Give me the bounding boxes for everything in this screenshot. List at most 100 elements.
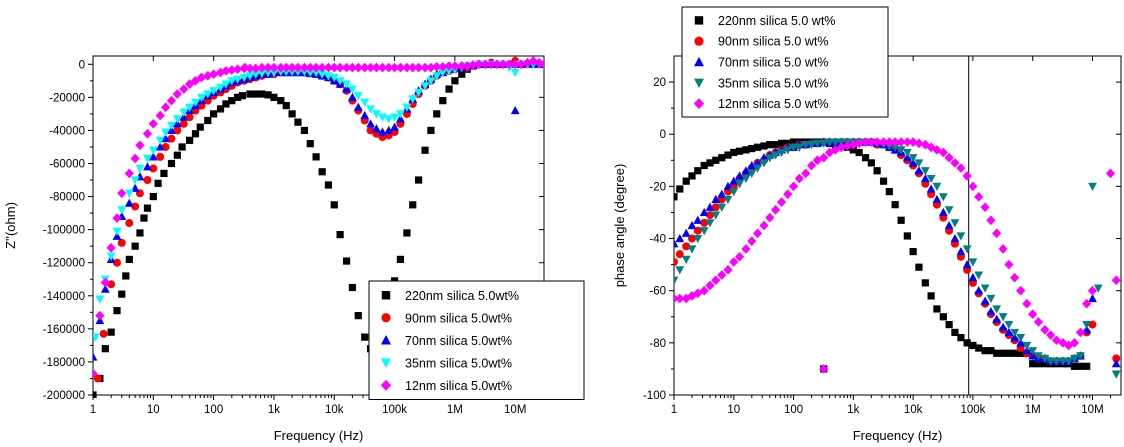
data-point	[140, 214, 148, 222]
data-point	[998, 313, 1008, 322]
data-point	[771, 141, 780, 149]
plot-frame	[673, 55, 1122, 396]
data-point	[765, 212, 775, 223]
data-point	[1022, 346, 1032, 355]
data-point	[1075, 327, 1086, 338]
data-point	[675, 250, 684, 259]
data-point	[956, 163, 966, 173]
data-point	[293, 62, 303, 73]
data-point	[878, 137, 889, 147]
data-point	[1040, 325, 1050, 335]
data-point	[705, 280, 715, 291]
data-point	[426, 77, 436, 86]
data-point	[117, 206, 127, 215]
data-point	[938, 207, 948, 217]
data-point	[221, 80, 231, 89]
data-point	[742, 146, 750, 154]
data-point	[676, 185, 684, 193]
data-point	[173, 126, 182, 135]
data-point	[118, 290, 126, 298]
data-point	[300, 126, 309, 135]
data-point	[335, 77, 345, 86]
data-point	[197, 93, 206, 102]
data-point	[239, 73, 249, 83]
legend-label: 90nm silica 5.0 wt%	[718, 35, 828, 49]
data-point	[783, 146, 793, 155]
data-point	[107, 328, 115, 336]
data-point	[125, 255, 133, 263]
data-point	[848, 139, 858, 150]
data-point	[908, 158, 918, 167]
data-point	[932, 194, 942, 204]
data-point	[1034, 352, 1043, 361]
data-point	[156, 152, 165, 161]
data-point	[675, 293, 685, 304]
data-point	[927, 292, 935, 300]
data-point	[939, 313, 947, 321]
legend-marker	[381, 313, 391, 323]
y-tick-label: 0	[79, 59, 85, 71]
data-point	[711, 203, 720, 212]
data-point	[142, 128, 153, 139]
x-tick-label: 1	[671, 404, 677, 416]
data-point	[741, 174, 751, 184]
data-point	[819, 152, 829, 163]
legend: 220nm silica 5.0wt% 90nm silica 5.0wt% 70n…	[368, 280, 585, 400]
data-point	[305, 68, 315, 78]
series	[674, 137, 1121, 368]
x-axis-title: Frequency (Hz)	[274, 428, 364, 443]
data-point	[765, 154, 775, 163]
data-point	[711, 211, 721, 220]
data-point	[801, 168, 811, 179]
data-point	[438, 68, 448, 78]
data-point	[335, 62, 345, 73]
legend-marker	[694, 56, 704, 67]
data-point	[1111, 359, 1121, 368]
data-point	[734, 251, 745, 262]
data-point	[688, 172, 696, 180]
data-point	[408, 95, 418, 104]
data-point	[962, 245, 972, 254]
data-point	[855, 148, 863, 157]
data-point	[915, 263, 923, 271]
data-point	[1022, 298, 1032, 309]
data-point	[770, 205, 781, 215]
data-point	[457, 61, 467, 71]
data-point	[353, 102, 363, 111]
data-point	[204, 116, 212, 125]
data-point	[1016, 285, 1026, 296]
data-point	[209, 87, 219, 96]
data-point	[408, 62, 418, 73]
data-point	[125, 219, 134, 228]
data-point	[486, 59, 496, 70]
data-point	[161, 128, 171, 137]
phase-angle-chart: 1 10 100 1k 10k 100k 1M 10M 20 0 -20 -40 -60 -80 -100 F…	[612, 6, 1122, 443]
data-point	[420, 62, 430, 73]
data-point	[348, 92, 357, 101]
data-point	[1069, 338, 1080, 348]
data-point	[717, 189, 727, 198]
data-point	[95, 310, 105, 321]
data-point	[269, 62, 279, 73]
data-point	[717, 203, 727, 212]
data-point	[753, 158, 762, 167]
data-point	[1028, 347, 1038, 356]
data-point	[926, 142, 936, 153]
data-point	[360, 98, 370, 107]
data-point	[969, 341, 977, 350]
data-point	[366, 126, 375, 135]
x-tick-label: 1k	[847, 404, 859, 416]
data-point	[705, 211, 714, 220]
x-tick-label: 1M	[447, 404, 463, 416]
data-point	[741, 244, 751, 254]
data-point	[492, 59, 502, 70]
data-point	[413, 62, 424, 73]
y-tick-label: 0	[660, 129, 666, 141]
data-point	[812, 139, 822, 148]
data-point	[209, 69, 219, 79]
data-point	[974, 192, 984, 202]
data-point	[143, 204, 152, 212]
y-tick-label: -40	[649, 234, 666, 246]
data-point	[794, 173, 804, 184]
